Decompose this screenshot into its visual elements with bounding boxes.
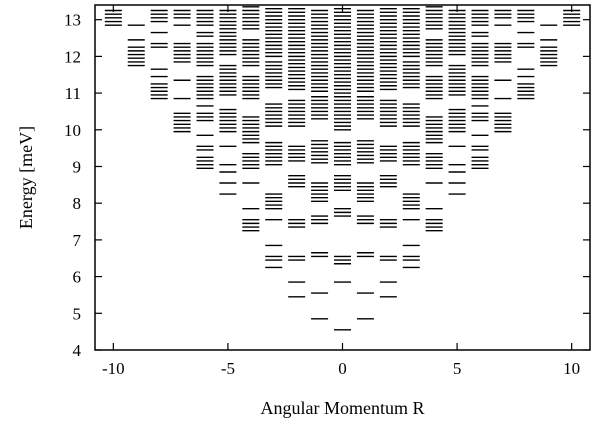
y-tick-labels: 4 5 6 7 8 9 10 11 12 13 — [64, 11, 82, 360]
y-tick-label: 9 — [73, 157, 82, 176]
y-tick-label: 10 — [64, 121, 81, 140]
y-tick-label: 8 — [73, 194, 82, 213]
x-tick-label: 5 — [453, 359, 462, 378]
x-tick-label: -10 — [102, 359, 125, 378]
x-tick-label: 10 — [563, 359, 580, 378]
x-tick-labels: -10 -5 0 5 10 — [102, 359, 580, 378]
y-tick-label: 11 — [65, 84, 81, 103]
y-tick-label: 5 — [73, 304, 82, 323]
x-tick-label: -5 — [221, 359, 235, 378]
y-axis-label: Energy [meV] — [16, 126, 36, 229]
y-tick-label: 6 — [73, 268, 82, 287]
y-tick-label: 4 — [73, 341, 82, 360]
energy-levels — [104, 6, 581, 331]
y-tick-label: 13 — [64, 11, 81, 30]
y-tick-label: 7 — [73, 231, 82, 250]
y-tick-label: 12 — [64, 47, 81, 66]
x-axis-label: Angular Momentum R — [261, 398, 425, 418]
axis-ticks — [95, 5, 590, 351]
x-tick-label: 0 — [338, 359, 347, 378]
